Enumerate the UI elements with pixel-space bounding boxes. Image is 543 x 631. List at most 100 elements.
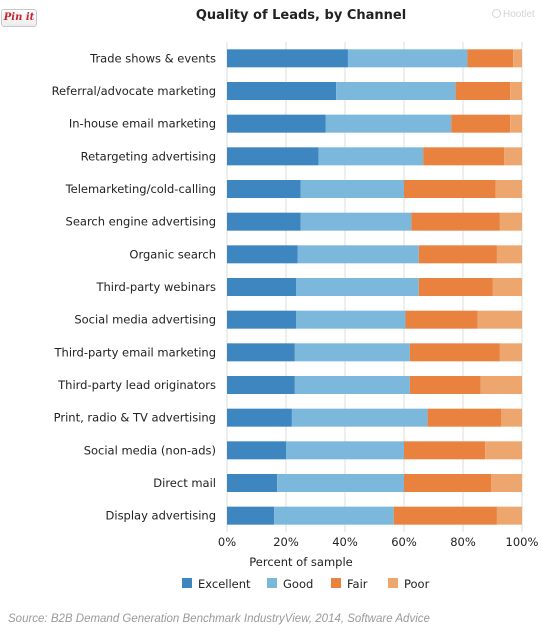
x-axis-ticks: 0% 20% 40% 60% 80% 100% (218, 535, 539, 549)
legend: Excellent Good Fair Poor (182, 577, 430, 591)
x-tick-label: 100% (506, 535, 539, 549)
bar-segment (325, 114, 452, 133)
bar-segment (467, 49, 514, 68)
bar-segment (227, 474, 278, 492)
bar-segment (296, 278, 419, 296)
category-label: Social media advertising (74, 313, 216, 327)
bar-segment (294, 376, 410, 394)
bars (227, 49, 522, 525)
category-label: In-house email marketing (69, 117, 216, 131)
bar-segment (404, 180, 496, 198)
bar-segment (499, 212, 522, 231)
bar-segment (510, 114, 522, 133)
category-labels: Trade shows & events Referral/advocate ma… (52, 51, 216, 522)
bar-segment (227, 506, 275, 525)
legend-label: Excellent (198, 577, 251, 591)
category-label: Third-party email marketing (54, 345, 217, 359)
category-label: Retargeting advertising (81, 149, 216, 163)
bar-segment (300, 212, 412, 231)
watermark-label: Hootlet (503, 9, 535, 20)
bar-segment (227, 180, 301, 198)
legend-label: Good (283, 577, 313, 591)
bar-segment (427, 408, 502, 427)
bar-segment (404, 441, 486, 460)
bar-segment (451, 114, 511, 133)
category-label: Third-party lead originators (57, 378, 216, 392)
category-label: Search engine advertising (66, 215, 216, 229)
legend-swatch (388, 578, 398, 588)
bar-segment (455, 82, 511, 100)
bar-segment (405, 310, 478, 329)
bar-segment (504, 147, 522, 166)
category-label: Referral/advocate marketing (52, 84, 216, 98)
bar-segment (404, 474, 492, 492)
bar-segment (274, 506, 394, 525)
bar-segment (294, 343, 410, 362)
category-label: Social media (non-ads) (84, 443, 216, 457)
category-label: Telemarketing/cold-calling (65, 182, 216, 196)
x-axis-label: Percent of sample (249, 555, 352, 569)
bar-segment (510, 82, 522, 100)
bar-segment (495, 180, 522, 198)
bar-segment (227, 114, 326, 133)
bar-segment (409, 343, 500, 362)
bar-segment (227, 310, 297, 329)
bar-segment (347, 49, 468, 68)
bar-segment (227, 408, 292, 427)
x-tick-label: 80% (450, 535, 476, 549)
category-label: Display advertising (106, 509, 216, 523)
legend-label: Fair (347, 577, 368, 591)
pin-it-button[interactable]: Pin it (1, 9, 37, 27)
bar-segment (227, 278, 297, 296)
x-tick-label: 40% (332, 535, 358, 549)
hootlet-watermark: Hootlet (492, 9, 535, 20)
bar-segment (409, 376, 481, 394)
x-tick-label: 0% (218, 535, 236, 549)
bar-segment (496, 245, 522, 264)
bar-segment (336, 82, 456, 100)
bar-segment (477, 310, 522, 329)
bar-segment (227, 49, 348, 68)
category-label: Print, radio & TV advertising (54, 411, 216, 425)
bar-segment (411, 212, 500, 231)
bar-segment (496, 506, 522, 525)
category-label: Trade shows & events (89, 51, 216, 65)
bar-segment (480, 376, 522, 394)
bar-segment (227, 245, 298, 264)
legend-swatch (331, 578, 341, 588)
bar-segment (297, 245, 419, 264)
bar-segment (393, 506, 497, 525)
legend-label: Poor (404, 577, 430, 591)
bar-segment (418, 245, 497, 264)
bar-segment (300, 180, 404, 198)
bar-segment (418, 278, 493, 296)
bar-segment (227, 376, 295, 394)
bar-segment (501, 408, 522, 427)
bar-segment (277, 474, 404, 492)
legend-swatch (267, 578, 277, 588)
category-label: Direct mail (153, 476, 216, 490)
bar-segment (227, 343, 295, 362)
category-label: Organic search (129, 247, 216, 261)
source-note: Source: B2B Demand Generation Benchmark … (8, 613, 430, 625)
bar-segment (227, 147, 319, 166)
bar-segment (513, 49, 522, 68)
x-tick-label: 60% (391, 535, 417, 549)
bar-segment (318, 147, 424, 166)
legend-swatch (182, 578, 192, 588)
bar-segment (485, 441, 522, 460)
bar-segment (227, 441, 286, 460)
bar-segment (423, 147, 505, 166)
bar-segment (227, 212, 301, 231)
bar-segment (286, 441, 404, 460)
bar-segment (499, 343, 522, 362)
bar-segment (291, 408, 428, 427)
bar-segment (492, 278, 522, 296)
owl-icon (492, 9, 501, 18)
bar-segment (491, 474, 522, 492)
chart-title: Quality of Leads, by Channel (196, 8, 406, 23)
bar-segment (296, 310, 406, 329)
bar-segment (227, 82, 337, 100)
x-tick-label: 20% (273, 535, 299, 549)
